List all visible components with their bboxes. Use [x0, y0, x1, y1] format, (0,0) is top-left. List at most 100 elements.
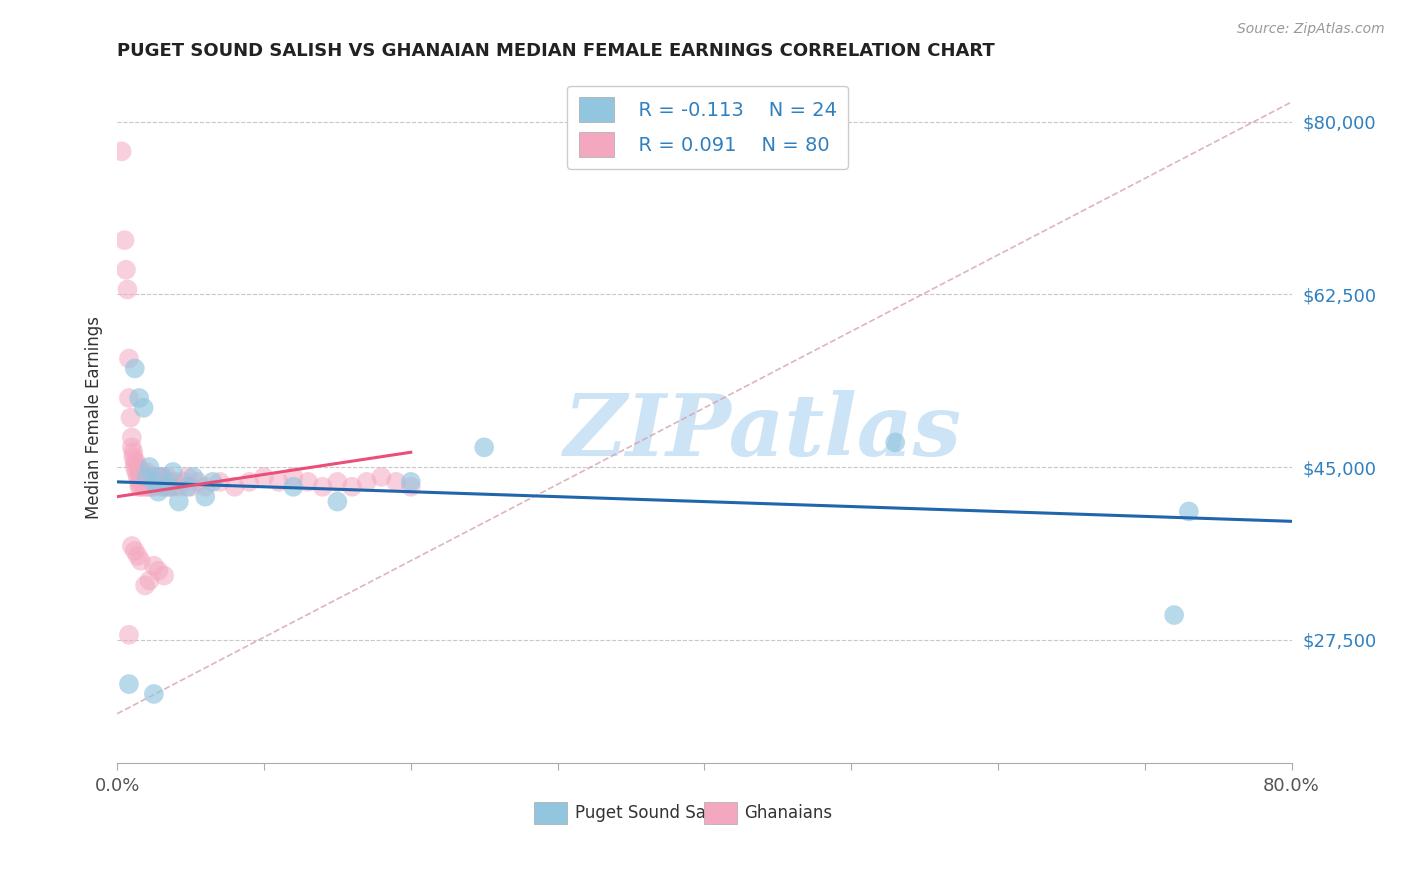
- Legend:   R = -0.113    N = 24,   R = 0.091    N = 80: R = -0.113 N = 24, R = 0.091 N = 80: [567, 86, 848, 169]
- Point: [370, 470, 392, 484]
- Text: Ghanaians: Ghanaians: [744, 804, 832, 822]
- Point: [128, 391, 150, 405]
- Point: [152, 470, 174, 484]
- Point: [159, 475, 181, 489]
- Point: [149, 470, 172, 484]
- Point: [134, 578, 156, 592]
- Point: [127, 549, 149, 563]
- Point: [136, 480, 159, 494]
- Point: [1178, 504, 1201, 518]
- Point: [129, 554, 152, 568]
- Point: [132, 480, 155, 494]
- Point: [121, 440, 143, 454]
- Point: [238, 475, 260, 489]
- Point: [340, 480, 363, 494]
- Point: [110, 145, 132, 159]
- Y-axis label: Median Female Earnings: Median Female Earnings: [86, 317, 103, 519]
- Point: [142, 470, 165, 484]
- Point: [176, 480, 198, 494]
- Point: [124, 460, 146, 475]
- Point: [118, 677, 141, 691]
- Point: [385, 475, 408, 489]
- Point: [326, 494, 349, 508]
- Text: PUGET SOUND SALISH VS GHANAIAN MEDIAN FEMALE EARNINGS CORRELATION CHART: PUGET SOUND SALISH VS GHANAIAN MEDIAN FE…: [117, 42, 995, 60]
- Point: [129, 470, 152, 484]
- Point: [122, 445, 145, 459]
- Point: [143, 475, 166, 489]
- Point: [128, 480, 150, 494]
- Point: [194, 480, 217, 494]
- Point: [146, 470, 169, 484]
- Point: [142, 480, 165, 494]
- Point: [134, 470, 156, 484]
- Point: [267, 475, 290, 489]
- Point: [187, 475, 209, 489]
- Point: [253, 470, 276, 484]
- Point: [201, 475, 224, 489]
- Point: [399, 475, 422, 489]
- Point: [399, 480, 422, 494]
- Point: [150, 475, 173, 489]
- Point: [118, 351, 141, 366]
- Point: [156, 470, 179, 484]
- Point: [138, 475, 160, 489]
- Point: [180, 480, 202, 494]
- Point: [194, 490, 217, 504]
- Point: [121, 430, 143, 444]
- Point: [153, 568, 176, 582]
- Point: [118, 391, 141, 405]
- Point: [148, 475, 170, 489]
- Point: [148, 484, 170, 499]
- Point: [297, 475, 319, 489]
- Point: [124, 544, 146, 558]
- Text: Source: ZipAtlas.com: Source: ZipAtlas.com: [1237, 22, 1385, 37]
- Point: [167, 480, 190, 494]
- Point: [118, 628, 141, 642]
- Point: [128, 475, 150, 489]
- Point: [127, 460, 149, 475]
- Point: [157, 480, 180, 494]
- Point: [162, 480, 184, 494]
- Point: [155, 475, 177, 489]
- Point: [148, 564, 170, 578]
- Point: [135, 470, 157, 484]
- Point: [135, 465, 157, 479]
- Point: [132, 401, 155, 415]
- Point: [125, 465, 148, 479]
- Bar: [704, 802, 737, 824]
- Point: [124, 361, 146, 376]
- Point: [134, 475, 156, 489]
- Point: [129, 480, 152, 494]
- Point: [157, 480, 180, 494]
- Point: [183, 470, 205, 484]
- Point: [224, 480, 246, 494]
- Point: [150, 470, 173, 484]
- Point: [142, 558, 165, 573]
- Point: [172, 475, 194, 489]
- Point: [162, 465, 184, 479]
- Point: [356, 475, 378, 489]
- Point: [150, 480, 173, 494]
- Point: [125, 455, 148, 469]
- Point: [138, 470, 160, 484]
- Point: [312, 480, 335, 494]
- Point: [121, 539, 143, 553]
- Point: [283, 480, 305, 494]
- Point: [135, 480, 157, 494]
- Point: [142, 687, 165, 701]
- Point: [176, 470, 198, 484]
- Text: ZIPatlas: ZIPatlas: [564, 390, 962, 474]
- Point: [283, 470, 305, 484]
- Point: [124, 455, 146, 469]
- Point: [138, 460, 160, 475]
- Point: [114, 233, 136, 247]
- Point: [131, 475, 153, 489]
- Point: [1163, 608, 1185, 623]
- Point: [115, 262, 138, 277]
- Point: [117, 283, 139, 297]
- Point: [153, 480, 176, 494]
- Point: [132, 470, 155, 484]
- Point: [472, 440, 495, 454]
- Point: [141, 475, 163, 489]
- Point: [127, 470, 149, 484]
